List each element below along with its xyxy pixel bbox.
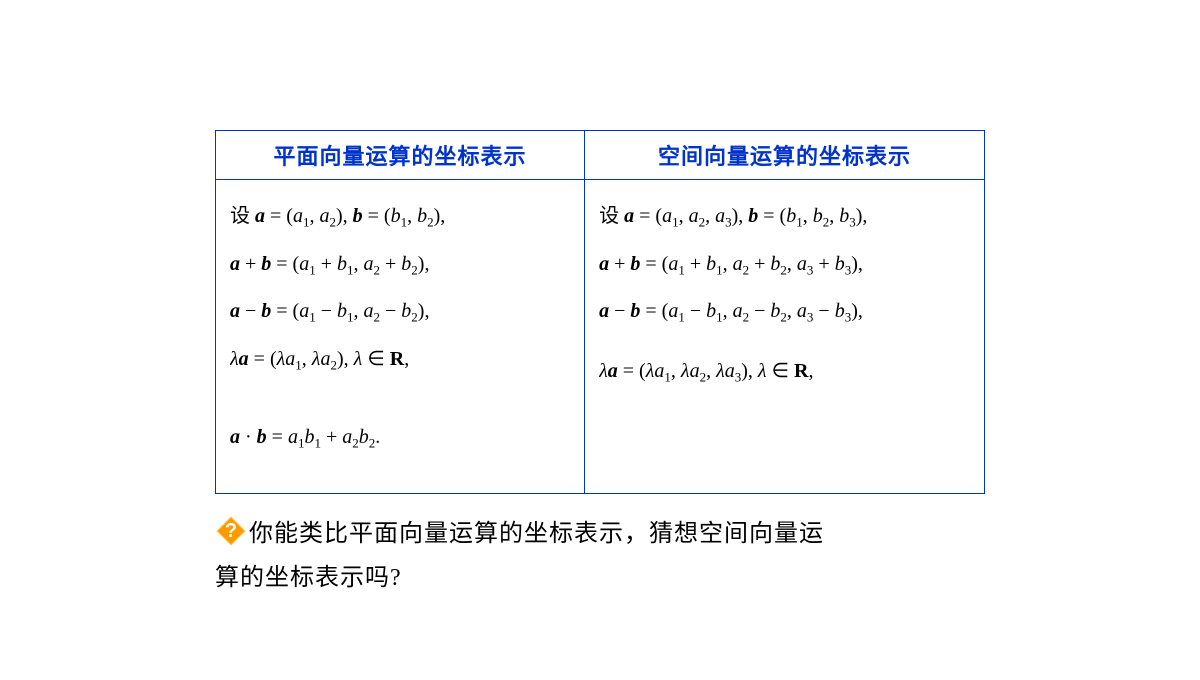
space-sub: a − b = (a1 − b1, a2 − b2, a3 − b3),	[599, 297, 970, 327]
question-text-line2: 算的坐标表示吗?	[215, 565, 402, 591]
space-scalar: λa = (λa1, λa2, λa3), λ ∈ R,	[599, 357, 970, 387]
table-header-row: 平面向量运算的坐标表示 空间向量运算的坐标表示	[216, 131, 985, 180]
space-add: a + b = (a1 + b1, a2 + b2, a3 + b3),	[599, 250, 970, 280]
header-left: 平面向量运算的坐标表示	[216, 131, 585, 180]
space-setup-formula: a = (a1, a2, a3), b = (b1, b2, b3),	[624, 205, 867, 227]
plane-setup: 设 a = (a1, a2), b = (b1, b2),	[230, 202, 570, 232]
comparison-table: 平面向量运算的坐标表示 空间向量运算的坐标表示 设 a = (a1, a2), …	[215, 130, 985, 494]
plane-setup-formula: a = (a1, a2), b = (b1, b2),	[255, 205, 445, 227]
plane-scalar: λa = (λa1, λa2), λ ∈ R,	[230, 345, 570, 375]
page-root: 平面向量运算的坐标表示 空间向量运算的坐标表示 设 a = (a1, a2), …	[0, 0, 1200, 680]
plane-sub: a − b = (a1 − b1, a2 − b2),	[230, 297, 570, 327]
question-mark-glyph: ?	[225, 520, 237, 542]
space-setup: 设 a = (a1, a2, a3), b = (b1, b2, b3),	[599, 202, 970, 232]
question-text-line1: 你能类比平面向量运算的坐标表示，猜想空间向量运	[249, 521, 824, 547]
plane-add: a + b = (a1 + b1, a2 + b2),	[230, 250, 570, 280]
question-mark-icon: ?	[215, 515, 247, 547]
header-right: 空间向量运算的坐标表示	[585, 131, 985, 180]
table-body-row: 设 a = (a1, a2), b = (b1, b2), a + b = (a…	[216, 180, 985, 494]
cell-plane-vectors: 设 a = (a1, a2), b = (b1, b2), a + b = (a…	[216, 180, 585, 494]
space-setup-prefix: 设	[599, 205, 619, 227]
plane-dot: a · b = a1b1 + a2b2.	[230, 423, 570, 453]
cell-space-vectors: 设 a = (a1, a2, a3), b = (b1, b2, b3), a …	[585, 180, 985, 494]
plane-setup-prefix: 设	[230, 205, 250, 227]
question-block: ? 你能类比平面向量运算的坐标表示，猜想空间向量运 算的坐标表示吗?	[215, 512, 985, 601]
